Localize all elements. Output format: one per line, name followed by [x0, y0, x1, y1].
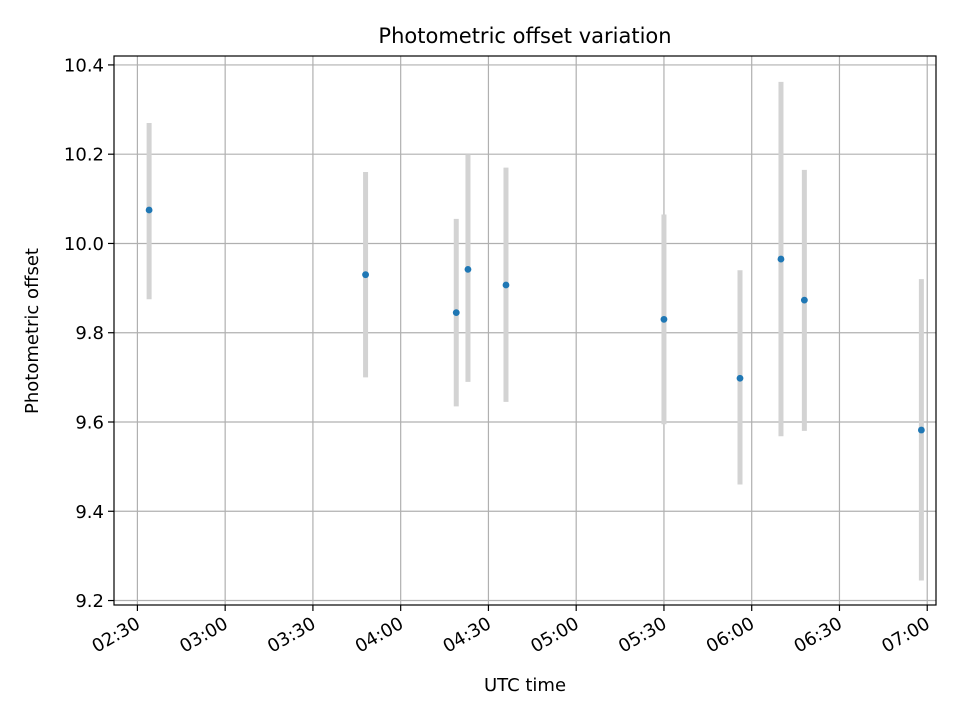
data-point — [800, 296, 808, 304]
x-tick-label: 05:00 — [527, 613, 582, 657]
data-point — [464, 265, 472, 273]
x-tick-label: 05:30 — [615, 613, 670, 657]
x-tick-label: 04:00 — [352, 613, 407, 657]
y-tick-label: 10.0 — [64, 234, 104, 255]
y-tick-label: 9.8 — [75, 323, 104, 344]
x-tick-label: 03:30 — [264, 613, 319, 657]
chart-title: Photometric offset variation — [378, 24, 671, 48]
data-point — [736, 374, 744, 382]
point-layer — [145, 206, 925, 434]
errorbar-layer — [146, 81, 924, 581]
data-point — [452, 309, 460, 317]
x-tick-label: 03:00 — [176, 613, 231, 657]
x-tick-label: 06:30 — [791, 613, 846, 657]
x-tick-label: 06:00 — [703, 613, 758, 657]
data-point — [660, 315, 668, 323]
data-point — [917, 426, 925, 434]
y-tick-label: 9.2 — [75, 591, 104, 612]
data-point — [777, 255, 785, 263]
plot-area-frame — [113, 55, 937, 606]
data-point — [145, 206, 153, 214]
grid-layer — [114, 56, 936, 605]
x-axis-ticks: 02:30 03:00 03:30 04:00 04:30 05:00 05:30 06:00… — [88, 605, 934, 657]
data-point — [362, 271, 369, 279]
x-axis-title: UTC time — [484, 675, 566, 696]
y-tick-label: 9.6 — [75, 413, 104, 434]
y-tick-label: 9.4 — [75, 502, 104, 523]
x-tick-label: 04:30 — [440, 613, 495, 657]
y-axis-ticks: 9.2 9.4 9.6 9.8 10.0 10.2 10.4 — [64, 55, 114, 612]
y-tick-label: 10.2 — [64, 145, 104, 166]
x-tick-label: 07:00 — [878, 613, 933, 657]
y-axis-title: Photometric offset — [22, 248, 43, 414]
data-point — [502, 281, 510, 289]
y-tick-label: 10.4 — [64, 55, 104, 76]
x-tick-label: 02:30 — [88, 613, 143, 657]
